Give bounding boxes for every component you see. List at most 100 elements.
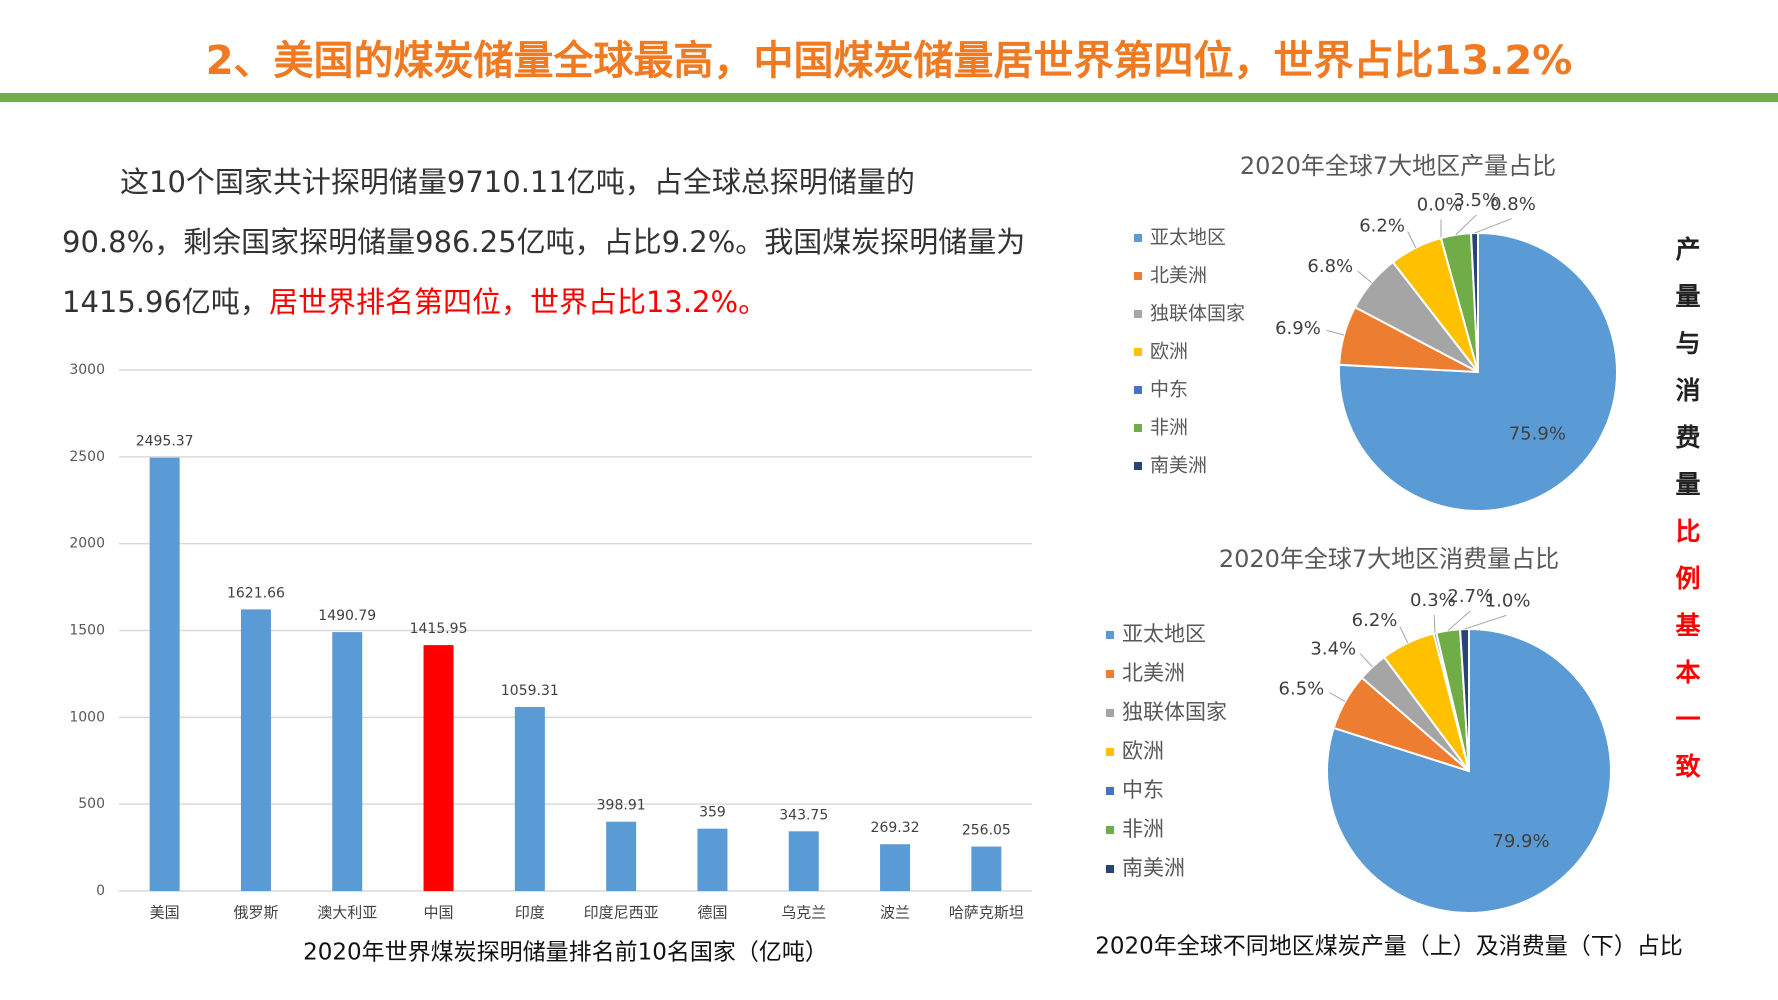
value-label: 256.05: [962, 823, 1011, 839]
legend-label: 独联体国家: [1122, 700, 1227, 724]
bar: [697, 828, 728, 891]
x-tick-label: 美国: [150, 904, 180, 922]
leader-line: [1474, 218, 1512, 234]
value-label: 6.8%: [1307, 256, 1353, 277]
right-caption: 2020年全球不同地区煤炭产量（上）及消费量（下）占比: [1095, 934, 1683, 960]
paragraph-text: 这10个国家共计探明储量9710.11亿吨，占全球总探明储量的90.8%，剩余国…: [62, 165, 1026, 319]
value-label: 75.9%: [1509, 423, 1566, 444]
side-note-highlight: 比例基本一致: [1672, 518, 1701, 800]
value-label: 6.2%: [1359, 215, 1405, 236]
slide-title: 2、美国的煤炭储量全球最高，中国煤炭储量居世界第四位，世界占比13.2%: [205, 38, 1573, 84]
chart-title: 2020年全球7大地区产量占比: [1240, 152, 1556, 180]
legend-label: 北美洲: [1122, 661, 1185, 685]
leader-line: [1357, 270, 1372, 284]
value-label: 6.5%: [1279, 679, 1325, 700]
legend-swatch: [1106, 826, 1114, 834]
legend-label: 亚太地区: [1150, 227, 1226, 249]
bar: [332, 632, 363, 891]
y-tick-label: 0: [96, 883, 105, 899]
bar: [423, 645, 454, 891]
paragraph-highlight: 居世界排名第四位，世界占比13.2%。: [268, 285, 768, 319]
leader-line: [1407, 231, 1417, 248]
leader-line: [1329, 692, 1346, 702]
leader-line: [1433, 614, 1436, 634]
bar: [149, 457, 180, 891]
legend-label: 南美洲: [1122, 856, 1185, 880]
y-tick-label: 3000: [69, 362, 105, 378]
pie-slice: [1469, 231, 1479, 373]
y-tick-label: 1500: [69, 623, 105, 639]
legend-swatch: [1134, 462, 1142, 470]
legend-swatch: [1106, 865, 1114, 873]
x-tick-label: 澳大利亚: [317, 904, 377, 922]
value-label: 1490.79: [318, 608, 376, 624]
x-tick-label: 中国: [424, 904, 454, 922]
legend-swatch: [1106, 787, 1114, 795]
legend-swatch: [1134, 234, 1142, 242]
x-tick-label: 印度: [515, 904, 545, 922]
value-label: 0.3%: [1410, 590, 1456, 611]
y-tick-label: 2000: [69, 536, 105, 552]
value-label: 343.75: [779, 807, 828, 823]
bar: [788, 831, 819, 891]
bar: [606, 821, 637, 891]
legend-label: 亚太地区: [1122, 622, 1206, 646]
leader-line: [1399, 626, 1409, 644]
leader-line: [1326, 329, 1345, 336]
legend-swatch: [1134, 348, 1142, 356]
value-label: 1059.31: [501, 683, 559, 699]
value-label: 3.4%: [1310, 638, 1356, 659]
legend-label: 非洲: [1122, 817, 1164, 841]
leader-line: [1447, 610, 1471, 631]
legend-swatch: [1134, 424, 1142, 432]
value-label: 398.91: [597, 798, 646, 814]
y-tick-label: 500: [78, 796, 105, 812]
legend-swatch: [1134, 310, 1142, 318]
legend-label: 欧洲: [1150, 341, 1188, 363]
pie-slice: [1338, 231, 1618, 512]
legend-label: 欧洲: [1122, 739, 1164, 763]
title-rule: [0, 93, 1778, 102]
x-tick-label: 乌克兰: [781, 904, 826, 922]
value-label: 359: [699, 805, 726, 821]
legend-swatch: [1106, 709, 1114, 717]
side-note: 产量与消费量比例基本一致: [1668, 236, 1704, 800]
bar: [971, 846, 1002, 891]
bar: [880, 844, 911, 891]
legend-swatch: [1106, 631, 1114, 639]
leader-line: [1464, 614, 1507, 630]
x-tick-label: 俄罗斯: [233, 904, 278, 922]
pie-slice: [1459, 627, 1470, 772]
chart-title: 2020年世界煤炭探明储量排名前10名国家（亿吨）: [303, 940, 828, 966]
x-tick-label: 德国: [697, 904, 727, 922]
legend-swatch: [1106, 748, 1114, 756]
value-label: 6.9%: [1275, 318, 1321, 339]
value-label: 2495.37: [136, 434, 194, 450]
value-label: 1621.66: [227, 585, 285, 601]
x-tick-label: 哈萨克斯坦: [949, 904, 1024, 922]
legend-label: 非洲: [1150, 417, 1188, 439]
legend-swatch: [1134, 386, 1142, 394]
chart-title: 2020年全球7大地区消费量占比: [1219, 545, 1559, 573]
side-note-text: 产量与消费量: [1672, 236, 1701, 518]
legend-swatch: [1134, 272, 1142, 280]
legend-label: 北美洲: [1150, 265, 1207, 287]
legend-label: 中东: [1122, 778, 1164, 802]
x-tick-label: 印度尼西亚: [584, 904, 659, 922]
leader-line: [1455, 214, 1477, 236]
value-label: 0.0%: [1417, 195, 1463, 216]
value-label: 269.32: [871, 820, 920, 836]
legend-swatch: [1106, 670, 1114, 678]
value-label: 3.5%: [1453, 190, 1499, 211]
bar: [240, 609, 271, 891]
value-label: 2.7%: [1447, 586, 1493, 607]
value-label: 79.9%: [1492, 831, 1549, 852]
value-label: 1.0%: [1485, 591, 1531, 612]
legend-label: 中东: [1150, 379, 1188, 401]
legend-label: 南美洲: [1150, 455, 1207, 477]
bar: [514, 707, 545, 891]
legend-label: 独联体国家: [1150, 303, 1245, 325]
leader-line: [1359, 653, 1373, 668]
